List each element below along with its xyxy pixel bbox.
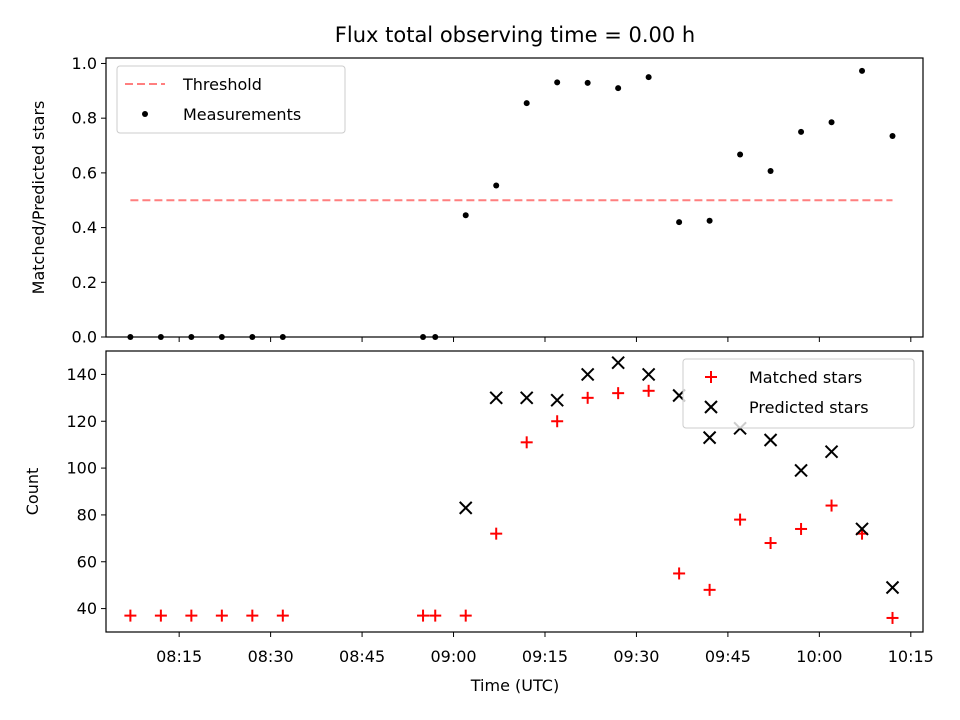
data-point [523, 100, 530, 107]
y-tick-label: 100 [66, 459, 97, 478]
data-point [124, 609, 137, 622]
legend-swatch [142, 111, 148, 117]
panel-count: 40 60 80 100 120 140 08:15 08:30 08:45 09:00 09:15… [23, 350, 934, 666]
data-point [764, 537, 777, 550]
data-point [828, 119, 835, 126]
legend-box [682, 358, 915, 429]
legend-label: Threshold [182, 75, 262, 94]
data-point [279, 334, 286, 340]
y-tick-label: 0.2 [72, 273, 97, 292]
data-point [215, 609, 228, 622]
data-point [554, 79, 561, 86]
y-axis-label: Count [23, 468, 42, 516]
y-tick-label: 1.0 [72, 54, 97, 73]
data-point [824, 444, 839, 459]
x-tick-label: 08:15 [156, 647, 202, 666]
data-point [249, 334, 256, 340]
data-point [462, 212, 469, 219]
data-point [612, 387, 625, 400]
data-point [459, 501, 473, 515]
data-point [246, 609, 259, 622]
y-tick-label: 120 [66, 412, 97, 431]
data-point [157, 334, 164, 340]
data-point [737, 151, 744, 158]
data-point [417, 609, 430, 622]
data-point [702, 430, 717, 445]
data-point [519, 391, 534, 405]
data-point [645, 74, 652, 81]
y-tick-label: 0.4 [72, 218, 97, 237]
legend-box [116, 65, 346, 134]
data-point [188, 334, 195, 340]
data-point [794, 463, 808, 478]
data-point [581, 391, 594, 404]
x-tick-label: 09:45 [705, 647, 751, 666]
data-point [763, 433, 778, 447]
data-point [276, 609, 289, 622]
series-predicted-stars [459, 356, 900, 595]
data-point [798, 128, 805, 135]
data-point [706, 217, 713, 224]
data-point [551, 415, 564, 428]
data-point [127, 334, 134, 340]
legend-swatch [704, 400, 718, 414]
y-tick-label: 0.0 [72, 328, 97, 347]
x-tick-label: 08:30 [248, 647, 294, 666]
y-tick-label: 140 [66, 365, 97, 384]
series-measurements [127, 67, 896, 340]
data-point [855, 522, 869, 536]
data-point [584, 79, 591, 86]
data-point [673, 567, 686, 580]
data-point [795, 522, 808, 535]
y-tick-label: 0.8 [72, 109, 97, 128]
data-point [493, 182, 500, 189]
x-tick-label: 09:15 [522, 647, 568, 666]
legend-label: Predicted stars [749, 398, 869, 417]
y-axis-label: Matched/Predicted stars [29, 101, 48, 295]
y-tick-label: 40 [77, 599, 97, 618]
data-point [520, 436, 533, 449]
x-tick-label: 10:00 [796, 647, 842, 666]
chart-title: Flux total observing time = 0.00 h [335, 23, 695, 47]
data-point [676, 219, 683, 226]
x-tick-label: 09:00 [430, 647, 476, 666]
data-point [703, 583, 716, 596]
data-point [185, 609, 198, 622]
x-axis-label: Time (UTC) [470, 676, 559, 695]
legend: Threshold Measurements [116, 65, 346, 134]
data-point [490, 527, 503, 540]
data-point [611, 356, 625, 370]
data-point [734, 513, 747, 526]
data-point [859, 67, 866, 74]
data-point [550, 393, 564, 407]
data-point [641, 367, 656, 382]
data-point [432, 334, 439, 340]
panel-ratio: 0.0 0.2 0.4 0.6 0.8 1.0 Matched/Predicted star… [29, 54, 924, 347]
y-tick-label: 80 [77, 505, 97, 524]
x-tick-label: 10:15 [888, 647, 934, 666]
data-point [642, 384, 655, 397]
data-point [154, 609, 167, 622]
data-point [580, 367, 595, 382]
data-point [615, 85, 622, 92]
data-point [885, 580, 900, 595]
legend-label: Matched stars [749, 368, 862, 387]
x-tick-label: 09:30 [613, 647, 659, 666]
y-tick-label: 0.6 [72, 163, 97, 182]
data-point [429, 609, 442, 622]
y-tick-label: 60 [77, 552, 97, 571]
data-point [489, 391, 503, 405]
data-point [886, 611, 899, 624]
data-point [459, 609, 472, 622]
data-point [420, 334, 427, 340]
data-point [889, 132, 896, 139]
data-point [825, 499, 838, 512]
data-point [767, 167, 774, 174]
data-point [218, 334, 225, 340]
x-tick-label: 08:45 [339, 647, 385, 666]
legend-swatch [705, 371, 717, 383]
legend: Matched stars Predicted stars [682, 358, 915, 429]
legend-label: Measurements [183, 105, 301, 124]
